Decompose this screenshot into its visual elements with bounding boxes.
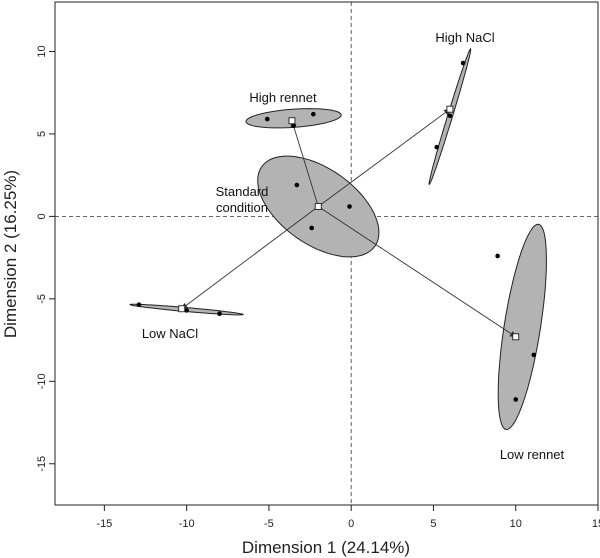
y-axis: -15 -10 -5 0 5 10 xyxy=(36,45,55,472)
x-axis-title: Dimension 1 (24.14%) xyxy=(242,538,410,557)
point-low-nacl xyxy=(217,311,222,316)
label-low-rennet: Low rennet xyxy=(500,447,565,462)
data-points xyxy=(136,60,537,402)
x-tick-label: 15 xyxy=(592,518,600,530)
point-high-rennet xyxy=(311,111,316,117)
x-tick-label: 5 xyxy=(430,518,436,530)
y-tick-label: -5 xyxy=(36,294,48,304)
point-low-rennet xyxy=(531,352,537,358)
centroid-arrows xyxy=(181,108,517,338)
confidence-ellipses xyxy=(129,48,547,431)
label-high-rennet: High rennet xyxy=(249,90,317,105)
point-high-rennet xyxy=(291,123,296,128)
centroid-low-rennet xyxy=(512,333,520,341)
y-tick-label: -10 xyxy=(36,373,48,389)
x-tick-label: 10 xyxy=(510,518,522,530)
ellipse-low-rennet xyxy=(497,223,547,431)
point-low-rennet xyxy=(513,397,519,402)
centroid-markers xyxy=(178,105,520,341)
point-high-rennet xyxy=(264,116,270,122)
arrow-to-low-nacl xyxy=(181,206,319,310)
arrow-to-high-rennet xyxy=(290,120,319,207)
centroid-low-nacl xyxy=(178,305,186,313)
point-high-nacl xyxy=(460,60,466,66)
x-tick-label: 0 xyxy=(348,518,354,530)
point-low-nacl xyxy=(136,302,142,307)
point-low-rennet xyxy=(495,253,500,259)
label-high-nacl: High NaCl xyxy=(435,30,494,45)
x-tick-label: -5 xyxy=(264,518,274,530)
arrow-to-low-rennet xyxy=(318,206,517,338)
plot-frame xyxy=(54,1,599,506)
y-tick-label: 0 xyxy=(36,213,48,219)
centroid-standard-condition xyxy=(314,203,322,210)
point-standard-condition xyxy=(347,204,352,209)
point-high-nacl xyxy=(434,144,440,150)
reference-lines xyxy=(55,2,598,505)
point-low-nacl xyxy=(184,308,189,313)
label-low-nacl: Low NaCl xyxy=(142,326,198,341)
y-tick-label: 10 xyxy=(36,45,48,57)
y-tick-label: 5 xyxy=(36,131,48,137)
label-standard-condition: Standard xyxy=(216,184,269,199)
arrow-to-high-nacl xyxy=(318,108,451,207)
centroid-high-nacl xyxy=(446,105,454,113)
centroid-high-rennet xyxy=(288,117,296,125)
point-standard-condition xyxy=(294,182,300,188)
x-axis: -15 -10 -5 0 5 10 15 xyxy=(96,505,600,530)
x-tick-label: -15 xyxy=(96,518,112,530)
point-standard-condition xyxy=(309,225,314,231)
label-standard-condition: condition xyxy=(216,200,268,215)
y-tick-label: -15 xyxy=(36,456,48,472)
y-axis-title: Dimension 2 (16.25%) xyxy=(1,170,20,338)
x-tick-label: -10 xyxy=(179,518,195,530)
point-high-nacl xyxy=(447,113,453,119)
